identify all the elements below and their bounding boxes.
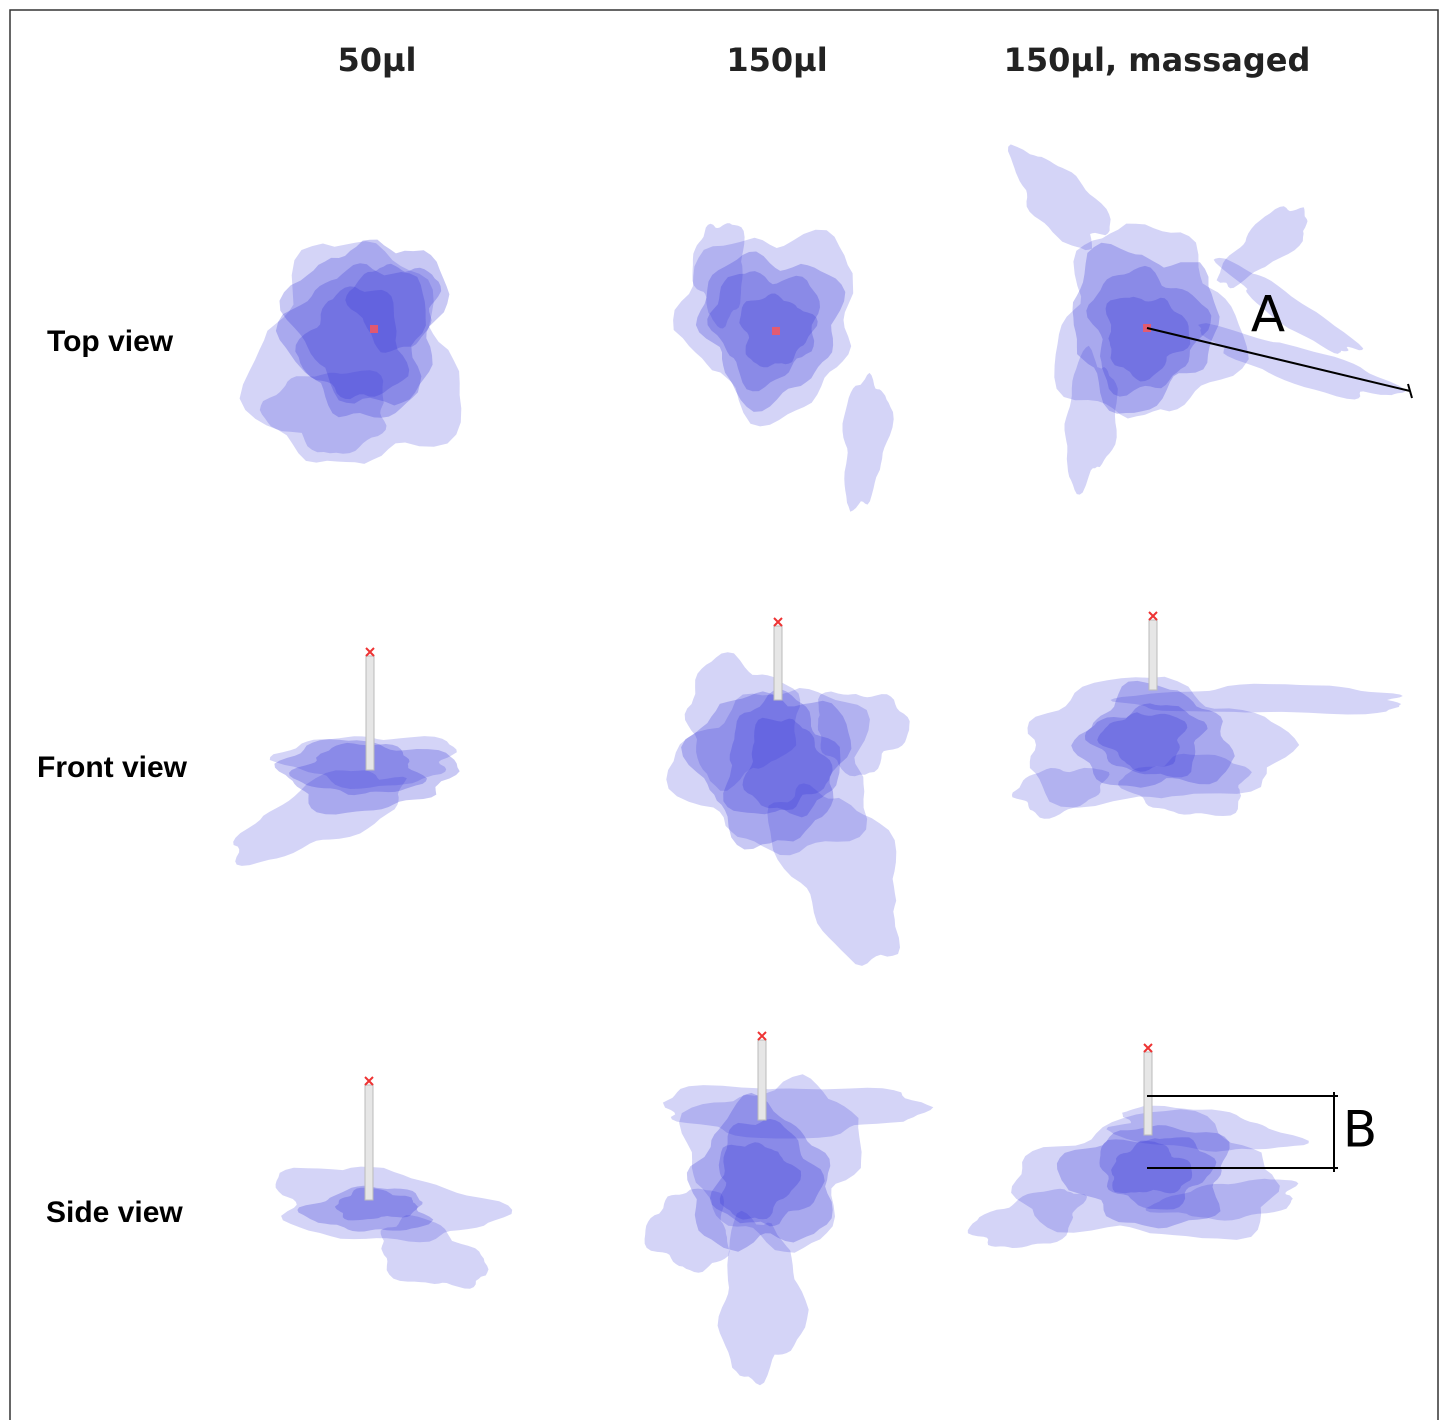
needle [365, 1085, 373, 1200]
injection-point [370, 325, 378, 333]
annotation: A [1251, 286, 1285, 344]
annotation: B [1343, 1101, 1377, 1159]
needle [1144, 1052, 1152, 1135]
figure: 50µl 150µl 150µl, massaged Top view Fron… [0, 0, 1448, 1420]
column-label: 150µl, massaged [1004, 41, 1311, 79]
column-label: 50µl [337, 41, 416, 79]
row-label: Front view [37, 751, 188, 784]
renderings [233, 144, 1406, 1385]
row-label: Side view [46, 1196, 183, 1229]
injection-point [772, 327, 780, 335]
column-label: 150µl [726, 41, 827, 79]
needle [366, 656, 374, 770]
needle [758, 1040, 766, 1120]
needle [774, 626, 782, 700]
needle [1149, 620, 1157, 690]
row-label: Top view [47, 325, 174, 358]
